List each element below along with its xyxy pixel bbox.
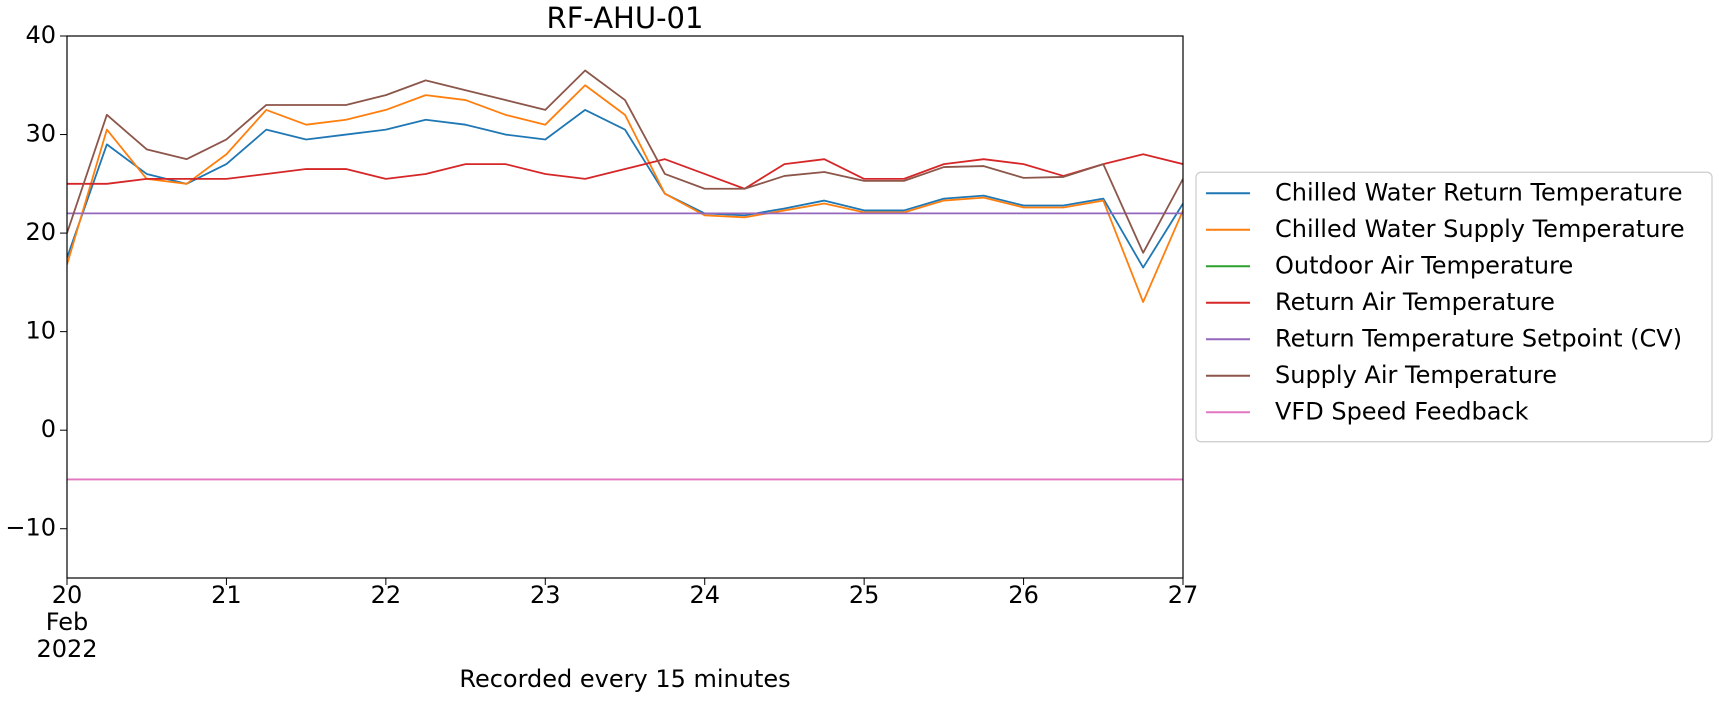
y-tick-label: 40 <box>25 21 56 49</box>
x-axis-label: Recorded every 15 minutes <box>459 665 790 693</box>
legend-label: Supply Air Temperature <box>1275 361 1557 389</box>
y-tick-label: 0 <box>41 415 56 443</box>
legend-label: Chilled Water Return Temperature <box>1275 178 1682 206</box>
legend-label: Return Temperature Setpoint (CV) <box>1275 324 1682 352</box>
x-tick-label: 22 <box>371 581 402 609</box>
legend-label: Chilled Water Supply Temperature <box>1275 215 1685 243</box>
x-tick-label: 25 <box>849 581 880 609</box>
legend-box <box>1195 171 1713 443</box>
chart-title: RF-AHU-01 <box>547 1 704 35</box>
legend-label: Outdoor Air Temperature <box>1275 251 1573 279</box>
x-tick-label: 23 <box>530 581 561 609</box>
series-line <box>67 84 1183 303</box>
series-line <box>67 69 1183 254</box>
y-tick-label: 10 <box>25 317 56 345</box>
legend-label: Return Air Temperature <box>1275 288 1555 316</box>
legend-label: VFD Speed Feedback <box>1275 397 1529 425</box>
x-tick-label: 27 <box>1168 581 1199 609</box>
x-tick-label: 24 <box>689 581 720 609</box>
x-tick-label: 21 <box>211 581 242 609</box>
series-line <box>67 109 1183 269</box>
y-tick-label: 20 <box>25 218 56 246</box>
y-tick-label: 30 <box>25 120 56 148</box>
plot-frame <box>66 35 1184 579</box>
y-tick-label: −10 <box>5 514 56 542</box>
x-tick-label: 20 Feb 2022 <box>36 581 97 663</box>
series-line <box>67 153 1183 190</box>
x-tick-label: 26 <box>1008 581 1039 609</box>
